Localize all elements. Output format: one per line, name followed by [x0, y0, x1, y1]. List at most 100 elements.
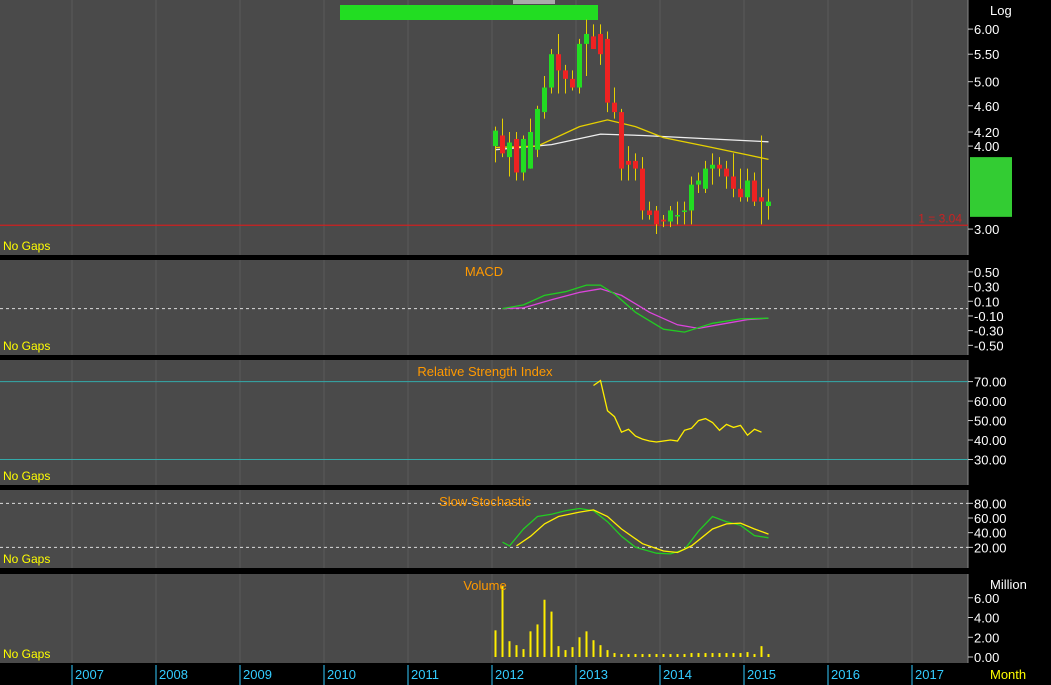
candle-down [759, 197, 764, 202]
year-axis-label: 2011 [411, 667, 439, 682]
period-highlight-bar [340, 5, 598, 20]
price-tick-label: 6.00 [974, 22, 999, 37]
rsi-line [593, 379, 762, 443]
candle-down [500, 135, 505, 154]
macd-tick-label: 0.10 [974, 294, 999, 309]
candle-down [514, 138, 519, 173]
candle-down [591, 36, 596, 50]
candle-down [556, 54, 561, 71]
chart-labels: 1 = 3.046.005.505.004.604.204.003.00LogN… [3, 3, 1027, 682]
volume-title: Volume [463, 578, 506, 593]
macd-tick-label: -0.10 [974, 309, 1004, 324]
volume-bar [536, 624, 539, 657]
volume-bar [732, 653, 735, 657]
volume-unit-label: Million [990, 577, 1027, 592]
candle-up [745, 180, 750, 198]
price-no-gaps-label: No Gaps [3, 239, 50, 253]
rsi-tick-label: 60.00 [974, 394, 1007, 409]
price-tick-label: 5.00 [974, 75, 999, 90]
macd-tick-label: -0.50 [974, 338, 1004, 353]
volume-bar [522, 649, 525, 657]
volume-bar [578, 637, 581, 657]
stochastic-no-gaps-label: No Gaps [3, 552, 50, 566]
volume-bar [718, 653, 721, 657]
candle-down [731, 176, 736, 189]
volume-bar [753, 654, 756, 657]
volume-bar [767, 654, 770, 657]
macd-title: MACD [465, 264, 503, 279]
support-line-label: 1 = 3.04 [918, 211, 962, 225]
candle-up [493, 130, 498, 147]
volume-no-gaps-label: No Gaps [3, 647, 50, 661]
year-axis-label: 2007 [75, 667, 104, 682]
scroll-thumb[interactable] [513, 0, 555, 4]
price-tick-label: 4.00 [974, 139, 999, 154]
candle-down [717, 164, 722, 169]
candle-up [528, 132, 533, 169]
chart-content [0, 0, 1012, 657]
panel-macd-background [0, 260, 968, 355]
volume-bar [655, 654, 658, 657]
candle-up [696, 180, 701, 185]
candle-down [570, 78, 575, 88]
candle-up [766, 201, 771, 206]
volume-bar [515, 645, 518, 657]
rsi-tick-label: 40.00 [974, 433, 1007, 448]
macd-signal-line [502, 288, 769, 330]
stochastic-d-line [516, 509, 769, 554]
volume-bar [711, 653, 714, 657]
x-axis-unit-label: Month [990, 667, 1026, 682]
candle-down [598, 33, 603, 55]
candle-down [563, 70, 568, 79]
rsi-no-gaps-label: No Gaps [3, 469, 50, 483]
volume-bar [683, 654, 686, 657]
macd-tick-label: 0.30 [974, 280, 999, 295]
year-axis-label: 2016 [831, 667, 860, 682]
candle-down [661, 219, 666, 222]
volume-tick-label: 2.00 [974, 630, 999, 645]
candle-up [675, 215, 680, 217]
price-tick-label: 3.00 [974, 222, 999, 237]
volume-bar [494, 630, 497, 657]
volume-bar [641, 654, 644, 657]
candle-down [619, 112, 624, 169]
volume-tick-label: 0.00 [974, 650, 999, 665]
volume-bar [662, 654, 665, 657]
volume-bar [697, 653, 700, 657]
candle-up [521, 138, 526, 173]
year-axis-label: 2012 [495, 667, 524, 682]
volume-bar [760, 646, 763, 657]
volume-bar [620, 654, 623, 657]
chart-panels [0, 0, 973, 685]
stochastic-k-line [502, 507, 769, 555]
year-axis-label: 2017 [915, 667, 944, 682]
volume-bar [634, 654, 637, 657]
panel-price-background [0, 0, 968, 255]
candle-up [689, 184, 694, 211]
price-tick-label: 4.60 [974, 99, 999, 114]
volume-bar [676, 654, 679, 657]
volume-bar [599, 645, 602, 657]
stochastic-tick-label: 60.00 [974, 511, 1007, 526]
candle-down [647, 210, 652, 216]
volume-bar [543, 599, 546, 657]
candle-down [612, 102, 617, 113]
candle-up [703, 168, 708, 189]
panel-volume-background [0, 574, 968, 663]
macd-tick-label: 0.50 [974, 265, 999, 280]
price-scale-label: Log [990, 3, 1012, 18]
year-axis-label: 2014 [663, 667, 692, 682]
price-tick-label: 4.20 [974, 125, 999, 140]
candle-up [577, 43, 582, 88]
candle-down [738, 188, 743, 198]
candle-down [654, 210, 659, 225]
year-axis-label: 2009 [243, 667, 272, 682]
volume-bar [739, 653, 742, 657]
candle-down [605, 38, 610, 103]
volume-bar [690, 653, 693, 657]
volume-bar [746, 652, 749, 657]
volume-bar [564, 650, 567, 657]
candle-up [668, 210, 673, 222]
volume-bar [529, 631, 532, 657]
volume-bar [585, 631, 588, 657]
